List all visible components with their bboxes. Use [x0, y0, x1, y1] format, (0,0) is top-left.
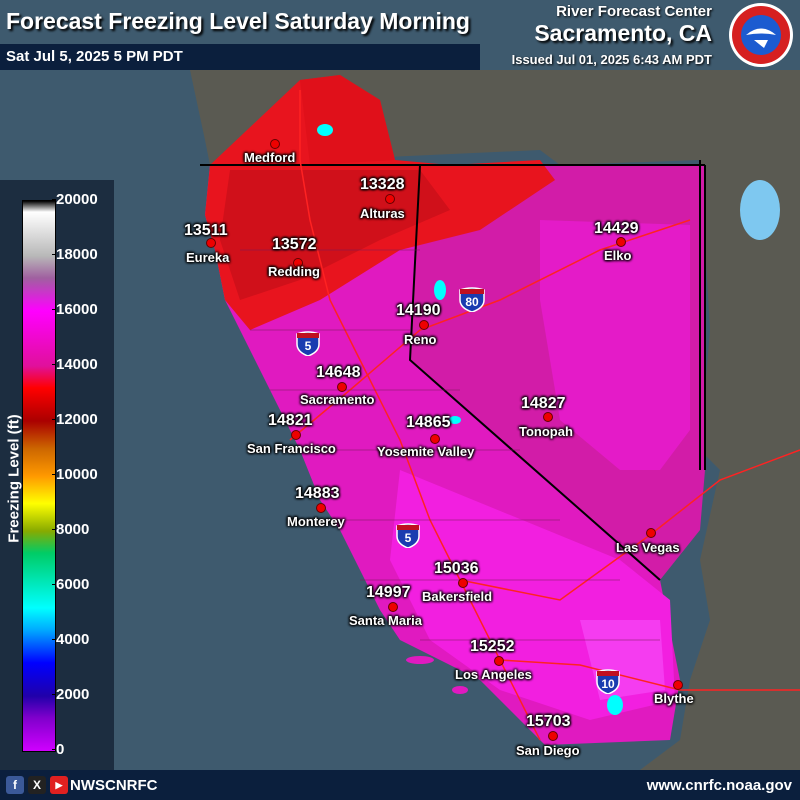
valid-time: Sat Jul 5, 2025 5 PM PDT	[0, 44, 480, 70]
freezing-level-value: 14429	[594, 220, 639, 237]
interstate-5-shield-icon: 5	[296, 331, 320, 356]
city-name: Las Vegas	[616, 540, 680, 555]
shield-label: 80	[465, 295, 479, 309]
city-name: Tonopah	[519, 424, 573, 439]
city-name: Sacramento	[300, 392, 375, 407]
freezing-level-value: 14648	[316, 364, 361, 381]
interstate-80-road	[289, 219, 691, 441]
city-name: Elko	[604, 248, 632, 263]
city-name: Santa Maria	[349, 613, 422, 628]
city-marker-icon	[293, 258, 303, 268]
legend-tick-label: 18000	[52, 246, 98, 263]
freezing-level-value: 15036	[434, 560, 479, 577]
freezing-level-value: 15703	[526, 713, 571, 730]
pyramid-lake	[434, 280, 446, 300]
city-name: Monterey	[287, 514, 345, 529]
catalina-island	[452, 686, 468, 694]
shield-label: 5	[305, 339, 312, 353]
freezing-level-value: 13511	[184, 222, 228, 239]
interstate-5-south-shield-icon: 5	[396, 523, 420, 548]
city-marker-icon	[385, 194, 395, 204]
city-marker-icon	[646, 528, 656, 538]
interstate-5-road	[299, 90, 541, 741]
freezing-level-value: 14190	[396, 302, 441, 319]
city-marker-icon	[548, 731, 558, 741]
freezing-level-value: 14997	[366, 584, 411, 601]
city-marker-icon	[543, 412, 553, 422]
interstate-10-shield-icon: 10	[596, 669, 620, 694]
city-name: Redding	[268, 264, 320, 279]
freezing-level-value: 14821	[268, 412, 313, 429]
city-marker-icon	[430, 434, 440, 444]
legend-tick-label: 2000	[51, 686, 90, 703]
freezing-level-value: 14827	[521, 395, 566, 412]
shield-label: 10	[601, 677, 615, 691]
city-marker-icon	[337, 382, 347, 392]
city-marker-icon	[291, 430, 301, 440]
legend-tick-label: 20000	[52, 191, 98, 208]
city-name: Alturas	[360, 206, 405, 221]
shield-label: 5	[405, 531, 412, 545]
city-marker-icon	[270, 139, 280, 149]
oregon-red-region	[300, 75, 395, 165]
legend-tick-label: 6000	[51, 576, 90, 593]
nws-logo-icon[interactable]	[728, 2, 794, 68]
social-handle[interactable]: NWSCNRFC	[70, 777, 158, 794]
city-name: Los Angeles	[455, 667, 532, 682]
x-twitter-icon[interactable]: X	[28, 776, 46, 794]
map-title: Forecast Freezing Level Saturday Morning	[6, 8, 470, 34]
interstate-80-shield-icon: 80	[459, 287, 485, 312]
freezing-level-value: 14883	[295, 485, 340, 502]
city-marker-icon	[388, 602, 398, 612]
freezing-level-value: 15252	[470, 638, 515, 655]
city-name: Blythe	[654, 691, 694, 706]
legend-title: Freezing Level (ft)	[5, 414, 23, 543]
legend-tick-label: 12000	[52, 411, 98, 428]
city-marker-icon	[494, 656, 504, 666]
header: Forecast Freezing Level Saturday Morning…	[0, 0, 800, 70]
city-marker-icon	[419, 320, 429, 330]
website-link[interactable]: www.cnrfc.noaa.gov	[646, 777, 792, 794]
nevada-east-region	[540, 220, 690, 470]
county-lines	[240, 249, 660, 641]
freezing-level-value: 14865	[406, 414, 451, 431]
channel-islands	[406, 656, 434, 664]
legend-tick-label: 16000	[52, 301, 98, 318]
legend-tick-label: 14000	[52, 356, 98, 373]
city-name: Eureka	[186, 250, 230, 265]
city-name: Reno	[404, 332, 437, 347]
salton-sea	[607, 695, 623, 715]
city-marker-icon	[673, 680, 683, 690]
legend-colorbar	[22, 200, 56, 752]
legend-tick-label: 4000	[51, 631, 90, 648]
great-salt-lake	[740, 180, 780, 240]
freezing-level-value: 13328	[360, 176, 405, 193]
city-marker-icon	[616, 237, 626, 247]
legend-tick-label: 8000	[51, 521, 90, 538]
footer-bar: f X ▶ NWSCNRFC www.cnrfc.noaa.gov	[0, 770, 800, 800]
city-name: San Diego	[516, 743, 580, 758]
city-marker-icon	[458, 578, 468, 588]
issued-time: Issued Jul 01, 2025 6:43 AM PDT	[511, 52, 712, 67]
agency-name: River Forecast Center	[556, 3, 712, 20]
city-name: Bakersfield	[422, 589, 493, 604]
office-location: Sacramento, CA	[534, 20, 712, 46]
legend-tick-label: 0	[51, 741, 65, 758]
facebook-icon[interactable]: f	[6, 776, 24, 794]
legend-panel: Freezing Level (ft) 20000 18000 16000 14000…	[0, 180, 114, 770]
city-marker-icon	[206, 238, 216, 248]
state-borders	[200, 160, 706, 581]
city-name: Medford	[244, 150, 296, 165]
youtube-icon[interactable]: ▶	[50, 776, 68, 794]
legend-tick-label: 10000	[52, 466, 98, 483]
freezing-level-value: 13572	[272, 236, 317, 253]
interstate-10-road	[499, 659, 800, 691]
city-name: San Francisco	[247, 441, 336, 456]
mono-lake	[449, 416, 461, 424]
city-marker-icon	[316, 503, 326, 513]
city-name: Yosemite Valley	[377, 444, 475, 459]
upper-klamath-lake	[317, 124, 333, 136]
